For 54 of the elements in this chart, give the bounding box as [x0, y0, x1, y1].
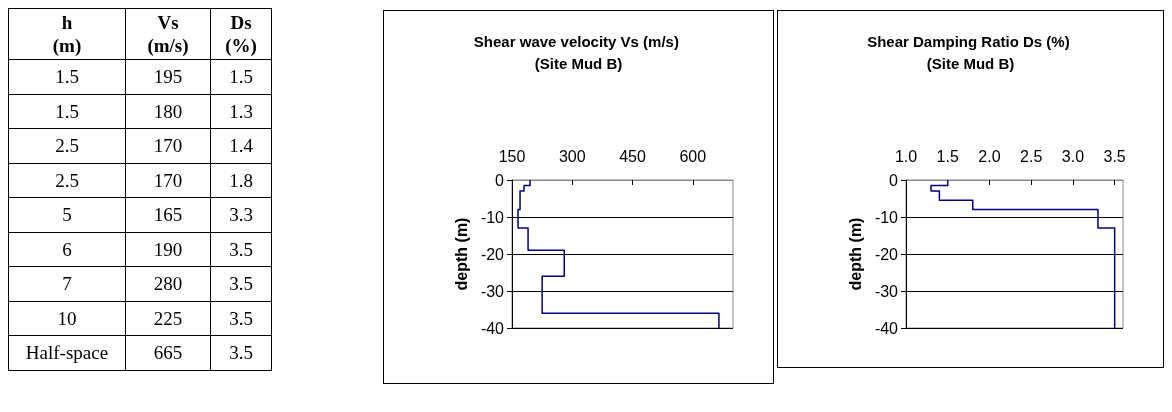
text: 1.3 [210, 94, 272, 129]
x-tick-label: 150 [498, 147, 526, 165]
text: 3.5 [210, 232, 272, 267]
text: 1.5 [8, 94, 126, 129]
text: Ds (%) [210, 8, 272, 60]
y-tick-label: -20 [874, 245, 899, 263]
chart-title: Shear Damping Ratio Ds (%) (Site Mud B) [867, 32, 1074, 72]
text: 225 [125, 301, 211, 336]
x-tick-label: 1.0 [894, 147, 918, 165]
x-tick-label: 1.5 [936, 147, 959, 165]
text: 170 [125, 163, 211, 198]
x-tick-label: 300 [558, 147, 586, 165]
text: 1.5 [8, 59, 126, 94]
x-tick-label: 450 [619, 147, 646, 165]
y-tick-label: -10 [480, 208, 505, 226]
x-tick-label: 3.5 [1103, 147, 1126, 165]
text: h (m) [8, 8, 126, 60]
x-tick-label: 3.0 [1061, 147, 1085, 165]
text: 10 [8, 301, 126, 336]
x-tick-label: 2.0 [978, 147, 1001, 165]
text: 195 [125, 59, 211, 94]
y-tick-label: -40 [480, 319, 505, 337]
text: 5 [8, 197, 126, 232]
text: 180 [125, 94, 211, 129]
text: 3.5 [210, 335, 272, 370]
text: 280 [125, 266, 211, 301]
y-tick-label: 0 [889, 171, 899, 189]
text: Vs (m/s) [125, 8, 211, 60]
y-tick-label: -30 [874, 282, 899, 300]
line-series [517, 179, 720, 329]
text: 165 [125, 197, 211, 232]
text: 190 [125, 232, 211, 267]
y-axis-title: depth (m) [847, 217, 865, 291]
text: 3.5 [210, 266, 272, 301]
x-tick-label: 2.5 [1020, 147, 1043, 165]
y-tick-label: 0 [495, 171, 505, 189]
text: 1.8 [210, 163, 272, 198]
y-tick-label: -40 [874, 319, 899, 337]
text: 170 [125, 128, 211, 163]
text: 3.3 [210, 197, 272, 232]
line-series [930, 179, 1116, 329]
text: 1.4 [210, 128, 272, 163]
y-tick-label: -30 [480, 282, 505, 300]
chart-title: Shear wave velocity Vs (m/s) (Site Mud B) [473, 32, 684, 72]
text: 3.5 [210, 301, 272, 336]
text: 6 [8, 232, 126, 267]
text: 1.5 [210, 59, 272, 94]
text: 7 [8, 266, 126, 301]
y-axis-title: depth (m) [453, 217, 471, 291]
y-tick-label: -10 [874, 208, 899, 226]
text: Half-space [8, 335, 126, 370]
text: 665 [125, 335, 211, 370]
y-tick-label: -20 [480, 245, 505, 263]
x-tick-label: 600 [679, 147, 707, 165]
